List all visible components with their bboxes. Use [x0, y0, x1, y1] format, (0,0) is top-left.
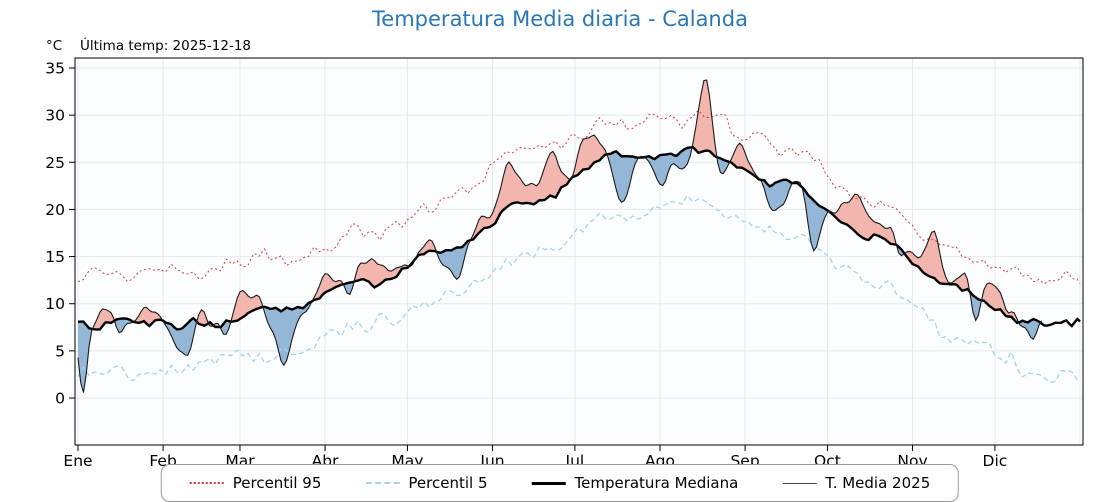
y-tick-label: 25 — [45, 154, 65, 172]
y-tick-label: 35 — [45, 60, 65, 78]
legend-label: T. Media 2025 — [825, 474, 930, 492]
legend-item-percentil-95: Percentil 95 — [190, 474, 322, 492]
y-tick-label: 10 — [45, 295, 65, 313]
y-tick-label: 20 — [45, 201, 65, 219]
legend-item-temperatura-mediana: Temperatura Mediana — [531, 474, 738, 492]
y-tick-label: 15 — [45, 248, 65, 266]
legend-line-sample — [190, 482, 224, 484]
legend-line-sample — [782, 483, 816, 484]
legend-line-sample — [531, 482, 565, 485]
x-tick-label: Ene — [63, 452, 92, 470]
legend-item-t-media-2025: T. Media 2025 — [782, 474, 930, 492]
legend-label: Temperatura Mediana — [574, 474, 738, 492]
chart-legend: Percentil 95 Percentil 5 Temperatura Media… — [161, 464, 959, 502]
legend-label: Percentil 95 — [233, 474, 322, 492]
y-tick-label: 30 — [45, 107, 65, 125]
legend-label: Percentil 5 — [408, 474, 487, 492]
x-tick-label: Dic — [983, 452, 1008, 470]
legend-item-percentil-5: Percentil 5 — [365, 474, 487, 492]
y-tick-label: 0 — [55, 390, 65, 408]
y-tick-label: 5 — [55, 342, 65, 360]
legend-line-sample — [365, 482, 399, 484]
